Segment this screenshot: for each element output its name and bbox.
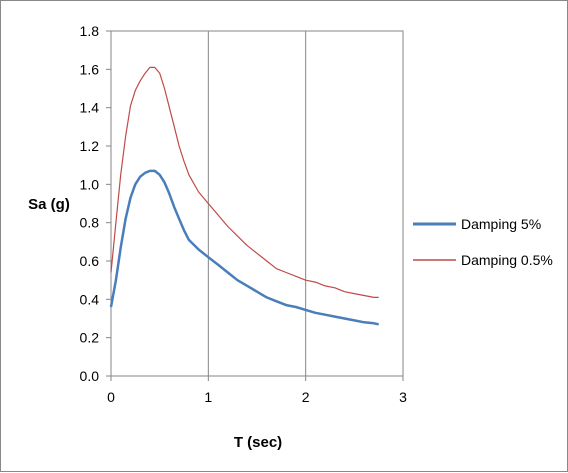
x-tick-label: 3 (399, 389, 407, 405)
y-tick-label: 0.2 (80, 330, 100, 346)
y-tick-label: 1.4 (80, 100, 100, 116)
y-axis-title: Sa (g) (28, 196, 70, 213)
x-tick-label: 2 (302, 389, 310, 405)
grid-layer (110, 30, 404, 377)
x-tick-label: 1 (204, 389, 212, 405)
legend-label-damping-5: Damping 5% (461, 216, 541, 232)
series-layer (109, 66, 379, 326)
y-tick-label: 1.8 (80, 23, 100, 39)
legend: Damping 5% Damping 0.5% (413, 216, 553, 268)
y-tick-label: 1.2 (80, 138, 100, 154)
series-line-damping-05 (110, 66, 379, 298)
y-tick-label: 1.0 (80, 176, 100, 192)
axis-layer: 0 1 2 3 0.0 0.2 0.4 0.6 0.8 1.0 1.2 1.4 1.6 1.8 (80, 23, 408, 405)
series-line-damping-5 (109, 169, 379, 326)
y-tick-label: 0.8 (80, 215, 100, 231)
y-tick-label: 0.4 (80, 291, 100, 307)
y-tick-label: 1.6 (80, 61, 100, 77)
legend-label-damping-05: Damping 0.5% (461, 252, 553, 268)
y-tick-label: 0.0 (80, 368, 100, 384)
y-tick-label: 0.6 (80, 253, 100, 269)
plot-area-border (110, 30, 404, 377)
x-axis-title: T (sec) (234, 434, 282, 451)
x-tick-label: 0 (107, 389, 115, 405)
